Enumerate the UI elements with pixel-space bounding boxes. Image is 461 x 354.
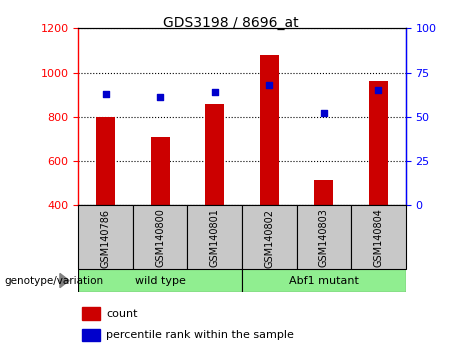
Text: wild type: wild type [135,275,186,286]
Text: Abf1 mutant: Abf1 mutant [289,275,359,286]
Text: GSM140804: GSM140804 [373,209,384,267]
Point [320,110,327,116]
Bar [369,81,388,205]
Bar [78,269,242,292]
Bar [82,307,100,320]
Point [157,95,164,100]
Bar [260,55,279,205]
Bar [96,117,115,205]
Bar [242,269,406,292]
Point [211,89,219,95]
Text: percentile rank within the sample: percentile rank within the sample [106,330,294,340]
Text: GSM140786: GSM140786 [100,209,111,268]
Bar [78,205,133,269]
Text: GSM140803: GSM140803 [319,209,329,267]
Bar [151,137,170,205]
Bar [82,329,100,341]
Point [102,91,109,97]
Point [266,82,273,88]
Bar [188,205,242,269]
Text: genotype/variation: genotype/variation [5,275,104,286]
Text: GDS3198 / 8696_at: GDS3198 / 8696_at [163,16,298,30]
Text: count: count [106,309,138,319]
Bar [242,205,296,269]
Point [375,87,382,93]
Bar [296,205,351,269]
Bar [351,205,406,269]
Text: GSM140802: GSM140802 [264,209,274,268]
Bar [205,104,225,205]
Bar [314,180,333,205]
Text: GSM140800: GSM140800 [155,209,165,267]
Text: GSM140801: GSM140801 [210,209,220,267]
Bar [133,205,188,269]
